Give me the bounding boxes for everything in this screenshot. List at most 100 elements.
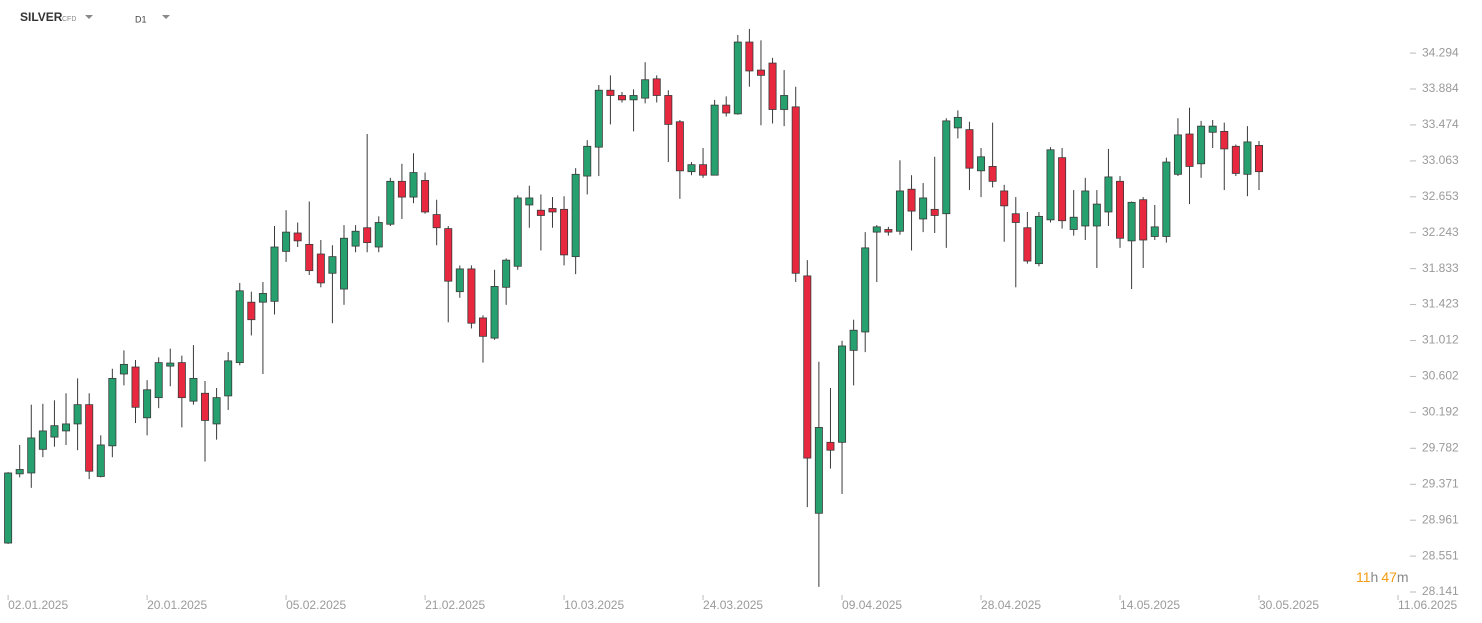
candle-body: [340, 237, 348, 290]
candle-body: [1023, 227, 1032, 262]
candle-body: [305, 243, 314, 272]
candle-body: [421, 180, 430, 213]
candle-body: [386, 180, 395, 225]
candle-body: [583, 145, 592, 177]
candle-body: [282, 231, 291, 252]
symbol-type: CFD: [62, 16, 76, 23]
candle-body: [617, 95, 626, 101]
candle-body: [699, 164, 708, 176]
candle-body: [791, 106, 800, 274]
candle-body: [675, 121, 684, 172]
candle-body: [803, 275, 812, 459]
candle-body: [606, 89, 615, 96]
candle-body: [513, 197, 522, 267]
candle-body: [73, 404, 82, 425]
candle-body: [629, 95, 638, 101]
candle-body: [826, 441, 835, 451]
candle-body: [1185, 133, 1194, 167]
candle-body: [235, 290, 244, 364]
candle-body: [270, 246, 279, 302]
candle-body: [1139, 199, 1148, 241]
countdown-unit: h: [1371, 569, 1379, 585]
candle-body: [849, 329, 858, 351]
y-tick-label: 28.551: [1422, 548, 1459, 562]
y-tick-label: 33.063: [1422, 153, 1459, 167]
candle-body: [942, 120, 951, 215]
candle-body: [397, 180, 406, 198]
timeframe[interactable]: D1: [135, 14, 147, 24]
candle-body: [536, 209, 545, 216]
candle-body: [201, 392, 209, 421]
y-tick-label: 31.423: [1422, 297, 1459, 311]
y-tick-label: 29.371: [1422, 476, 1459, 490]
candle-body: [351, 230, 360, 247]
candle-body: [293, 232, 302, 242]
candle-body: [1046, 149, 1055, 221]
y-tick-label: 28.141: [1422, 584, 1459, 598]
candle-body: [733, 41, 742, 115]
candle-body: [652, 78, 661, 96]
candle-body: [108, 377, 117, 447]
candle-body: [455, 268, 464, 293]
candle-body: [38, 430, 47, 450]
candle-body: [1173, 134, 1182, 175]
candle-body: [756, 69, 765, 76]
candle-body: [895, 190, 904, 232]
candle-body: [85, 404, 94, 472]
y-tick-label: 31.833: [1422, 261, 1459, 275]
candle-body: [374, 222, 383, 248]
y-tick-label: 34.294: [1422, 45, 1459, 59]
countdown-minutes: 47: [1381, 569, 1397, 585]
countdown-hours: 11: [1356, 569, 1371, 585]
symbol[interactable]: SILVER: [20, 10, 63, 24]
candle-body: [1069, 216, 1078, 230]
candle-body: [953, 116, 962, 129]
countdown: 11h 47m: [1356, 569, 1409, 585]
candle-body: [1150, 226, 1159, 237]
dropdown-arrow[interactable]: [162, 15, 170, 19]
y-tick-label: 33.474: [1422, 117, 1459, 131]
candle-body: [409, 172, 418, 198]
x-tick-label: 24.03.2025: [703, 598, 763, 612]
countdown-unit: m: [1397, 569, 1409, 585]
candle-body: [641, 79, 650, 99]
y-tick-label: 30.602: [1422, 369, 1459, 383]
candle-body: [664, 95, 673, 125]
candle-body: [930, 208, 939, 216]
candle-body: [710, 104, 719, 176]
candle-body: [1000, 190, 1009, 207]
candle-body: [432, 214, 441, 229]
candle-body: [15, 469, 24, 475]
candle-body: [1092, 203, 1101, 227]
candle-body: [780, 95, 789, 110]
y-tick-label: 33.884: [1422, 81, 1459, 95]
candle-body: [861, 247, 870, 333]
x-tick-label: 10.03.2025: [564, 598, 624, 612]
candle-body: [316, 253, 325, 284]
candle-body: [745, 41, 754, 72]
candle-body: [189, 377, 198, 402]
candle-body: [154, 362, 163, 399]
candle-body: [814, 427, 823, 514]
candle-body: [1255, 145, 1264, 173]
candle-body: [919, 197, 928, 220]
x-tick-label: 30.05.2025: [1259, 598, 1319, 612]
candle-body: [571, 173, 580, 258]
candle-body: [119, 363, 128, 375]
candle-body: [872, 226, 881, 233]
candle-body: [4, 472, 13, 544]
candle-body: [177, 362, 186, 399]
candle-body: [977, 156, 986, 172]
candle-body: [1197, 125, 1206, 165]
candle-body: [1034, 215, 1043, 265]
candle-body: [1231, 145, 1240, 174]
candle-body: [1162, 161, 1171, 237]
candle-body: [143, 389, 152, 419]
candle-body: [328, 256, 337, 274]
y-tick-label: 31.012: [1422, 333, 1459, 347]
dropdown-arrow[interactable]: [85, 15, 93, 19]
candle-body: [525, 197, 534, 206]
candle-body: [1127, 201, 1136, 242]
candle-body: [1116, 180, 1125, 239]
